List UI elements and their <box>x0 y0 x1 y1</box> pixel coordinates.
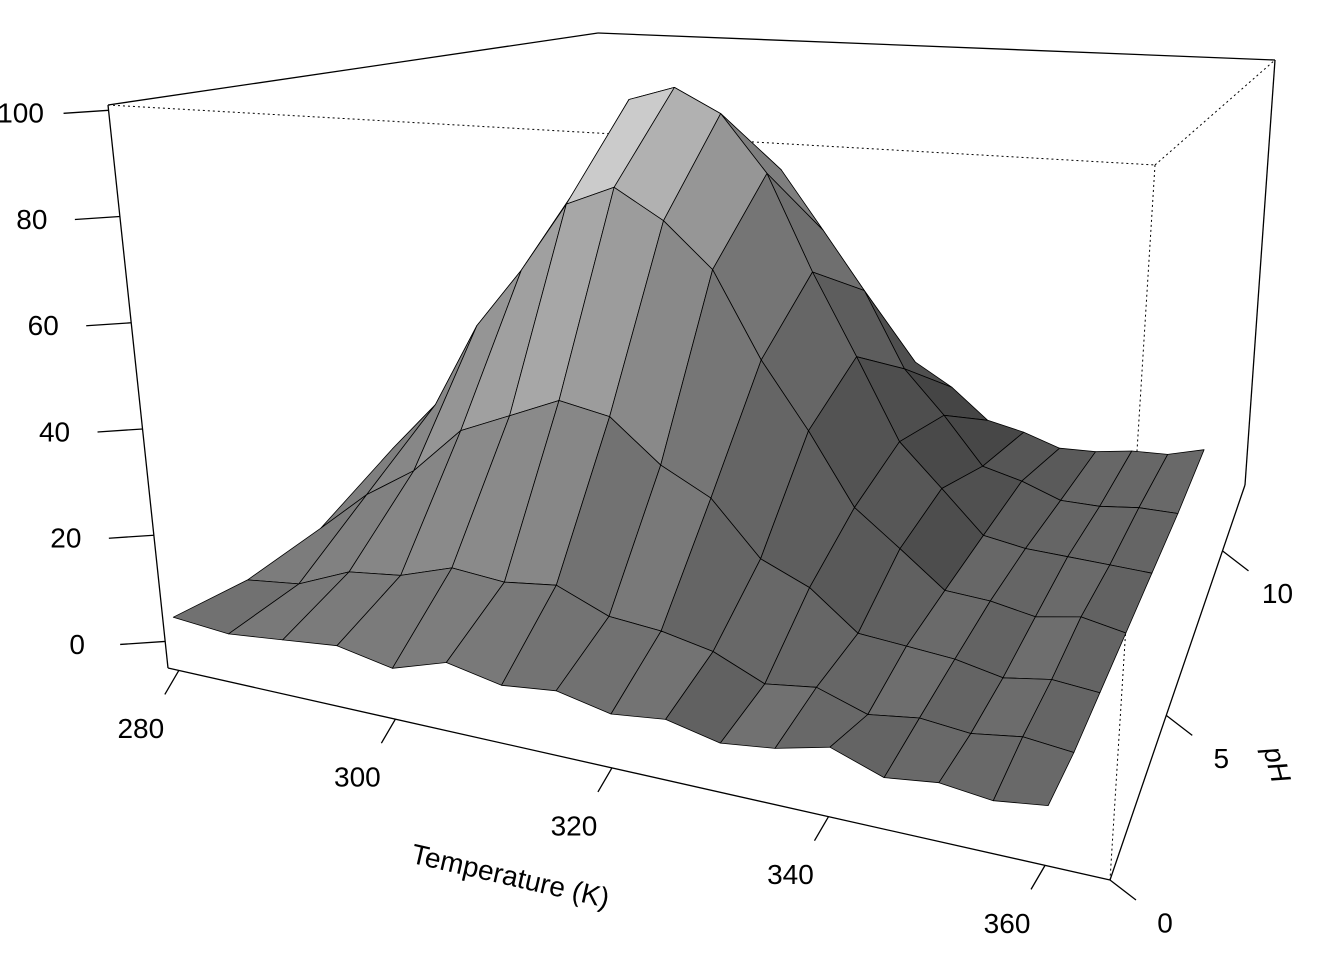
z-tick <box>74 215 120 221</box>
box-edge <box>1244 59 1276 486</box>
z-tick-label: 80 <box>16 204 47 235</box>
z-tick-label: 40 <box>39 416 70 447</box>
z-tick <box>97 428 143 433</box>
z-tick <box>63 109 109 114</box>
z-tick <box>86 322 132 327</box>
box-edge <box>107 104 169 669</box>
x-tick <box>380 718 396 744</box>
x-axis-label: Temperature (K) <box>408 838 612 914</box>
x-tick <box>813 816 830 841</box>
y-tick <box>1165 714 1193 736</box>
z-tick-label: 0 <box>69 629 85 660</box>
box-edge <box>1154 59 1276 166</box>
box-back <box>107 32 1276 881</box>
x-tick-label: 340 <box>767 859 814 890</box>
box-edge <box>107 32 599 106</box>
x-tick <box>164 670 180 695</box>
box-edge <box>167 667 1111 881</box>
y-axis-label: pH <box>1257 742 1297 786</box>
box-edge <box>597 32 1276 61</box>
x-tick-label: 280 <box>117 713 164 744</box>
z-tick-label: 60 <box>28 310 59 341</box>
x-tick <box>597 767 613 793</box>
y-tick <box>1109 879 1137 901</box>
y-tick-label: 0 <box>1157 907 1173 938</box>
y-tick <box>1222 550 1249 572</box>
x-tick-label: 300 <box>334 762 381 793</box>
x-tick-label: 360 <box>984 908 1031 939</box>
z-tick-label: 100 <box>0 98 44 129</box>
surface <box>172 87 1205 806</box>
z-tick <box>108 534 154 539</box>
y-tick-label: 10 <box>1262 578 1293 609</box>
x-tick-label: 320 <box>551 810 598 841</box>
axes: 0 20 40 60 80 100 280 300 320 340 360 0 5 10 <box>0 98 1293 939</box>
surface-facet <box>992 736 1075 806</box>
y-tick-label: 5 <box>1213 743 1229 774</box>
z-tick <box>120 640 166 646</box>
z-tick-label: 20 <box>50 523 81 554</box>
x-tick <box>1030 865 1046 890</box>
